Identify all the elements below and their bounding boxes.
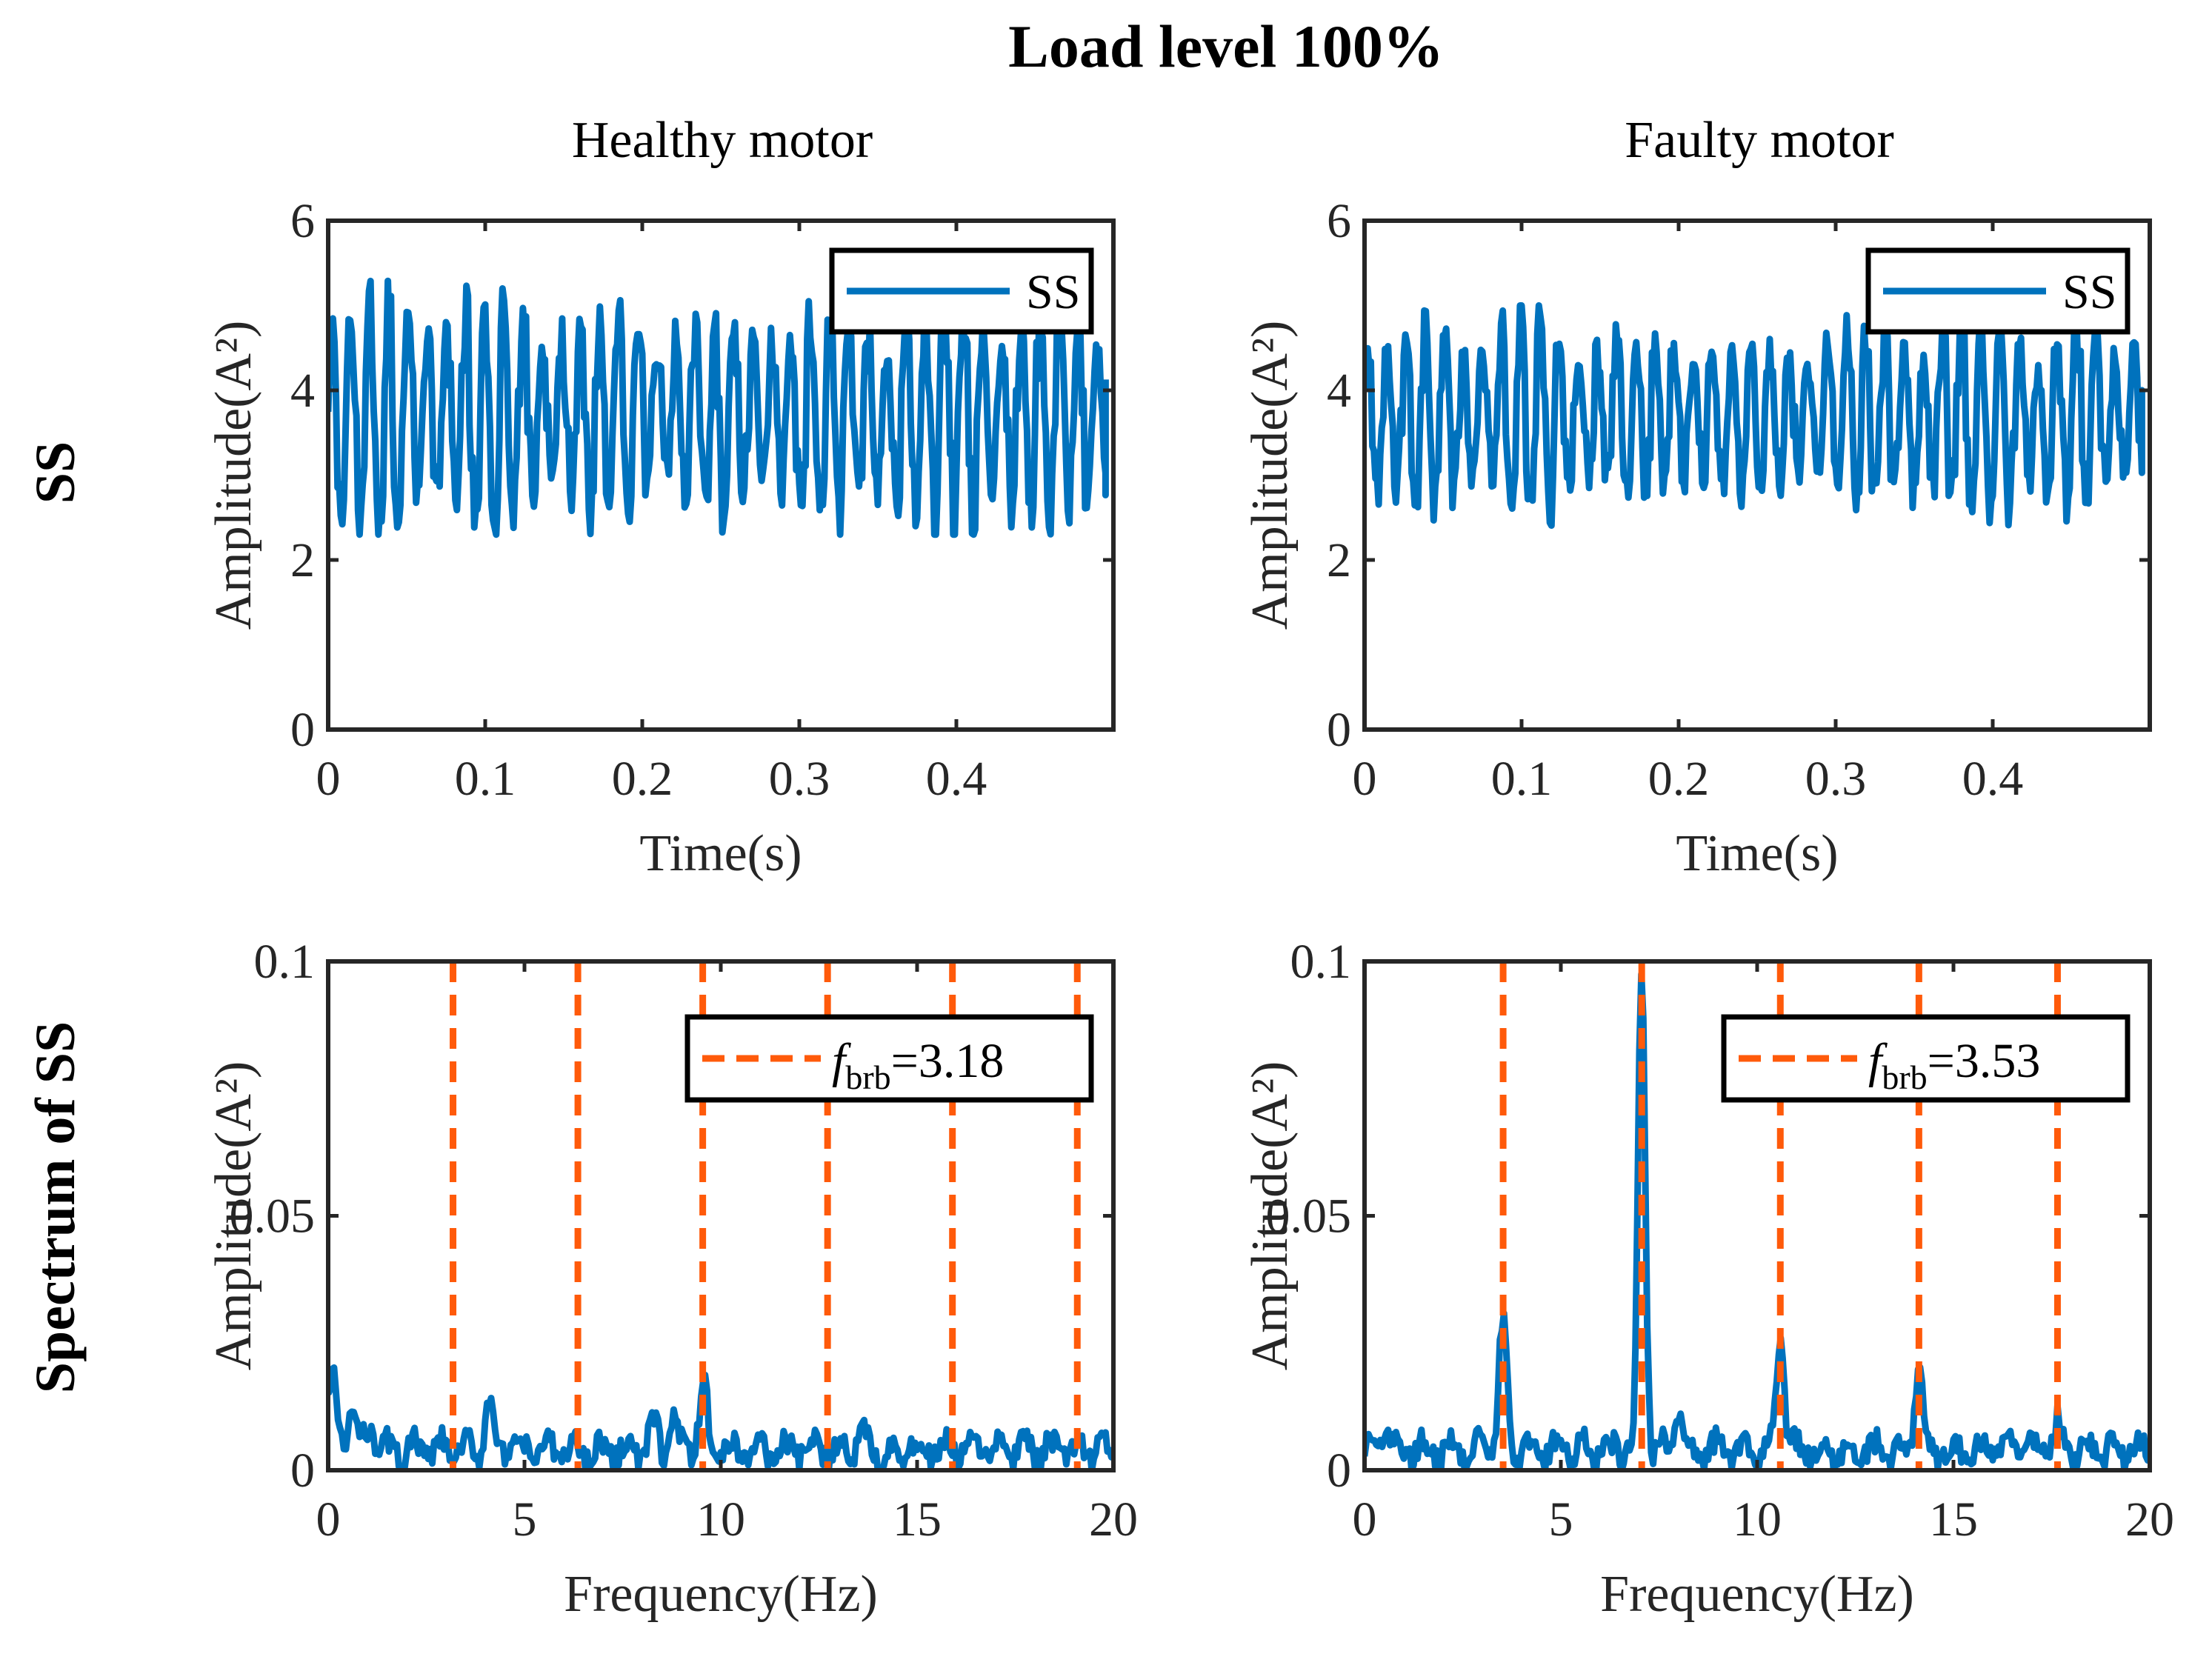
x-tick-label: 0.4 [926,752,987,806]
x-axis-label: Time(s) [1676,825,1838,882]
x-tick-label: 0 [1353,752,1377,806]
axes-box [1362,218,2152,732]
x-tick-label: 0.1 [1491,752,1553,806]
panel-faulty-spectrum: 0 5 10 15 20 0 0.05 0.1 Frequency(Hz) Amplitude(A… [1242,935,2174,1623]
x-tick-label: 0.2 [612,752,673,806]
panel-healthy-spectrum: 0 5 10 15 20 0 0.05 0.1 Frequency(Hz) Amplitude(A… [205,935,1138,1623]
figure-title: Load level 100% [1008,13,1444,80]
y-tick-label: 0.1 [254,935,316,989]
x-tick-label: 0.3 [769,752,830,806]
y-tick-label: 2 [1327,533,1351,587]
x-tick-label: 0 [316,1492,341,1547]
x-tick-label: 15 [893,1492,942,1547]
subplots: 0 0.1 0.2 0.3 0.40246Time(s)Amplitude(A²)SS0… [205,194,2174,1623]
legend-label: fbrb=3.18 [832,1034,1004,1096]
x-axis-label: Frequency(Hz) [564,1566,878,1623]
legend: fbrb=3.18 [684,1014,1094,1103]
y-axis-label: Amplitude(A²) [205,321,262,630]
axes-box [326,218,1116,732]
x-axis-label: Time(s) [639,825,802,882]
series-line [328,1364,1113,1470]
y-tick-label: 2 [290,533,315,587]
y-tick-label: 0 [290,1444,315,1498]
x-tick-label: 5 [513,1492,537,1547]
y-axis-label: Amplitude(A²) [205,1061,262,1371]
legend: SS [1865,247,2131,335]
column-title-healthy: Healthy motor [572,112,873,169]
legend-subscript: brb [845,1058,890,1096]
row-label-ss: SS [24,441,87,504]
legend-label: SS [2062,265,2116,319]
legend-subscript: brb [1882,1058,1927,1096]
y-tick-label: 0.1 [1290,935,1352,989]
legend-label: fbrb=3.53 [1868,1034,2040,1096]
y-axis-label: Amplitude(A²) [1242,321,1299,630]
y-tick-label: 6 [290,194,315,248]
legend-label: SS [1026,265,1080,319]
x-axis-label: Frequency(Hz) [1600,1566,1914,1623]
x-tick-label: 20 [1089,1492,1138,1547]
y-tick-label: 0 [1327,1444,1351,1498]
y-tick-label: 4 [1327,364,1351,418]
panel-faulty-ss: 0 0.1 0.2 0.3 0.4 0 2 4 6 Time(s) Amplitude(A²) SS [1242,194,2152,882]
row-label-spectrum: Spectrum of SS [24,1021,87,1393]
x-tick-label: 5 [1549,1492,1573,1547]
x-tick-label: 0.3 [1805,752,1867,806]
y-axis-label: Amplitude(A²) [1242,1061,1299,1371]
legend-value: =3.53 [1928,1034,2041,1088]
y-tick-label: 6 [1327,194,1351,248]
y-tick-label: 0 [1327,703,1351,757]
x-tick-label: 0 [316,752,341,806]
x-tick-label: 15 [1929,1492,1978,1547]
y-tick-label: 0 [290,703,315,757]
legend: SS [829,247,1094,335]
y-tick-label: 0.05 [1266,1190,1352,1244]
x-tick-label: 10 [1733,1492,1782,1547]
legend-value: =3.18 [891,1034,1005,1088]
x-tick-label: 0.4 [1962,752,2024,806]
x-tick-label: 0.1 [455,752,516,806]
legend: fbrb=3.53 [1721,1014,2131,1103]
x-tick-label: 10 [696,1492,745,1547]
column-title-faulty: Faulty motor [1625,112,1894,169]
x-tick-label: 0.2 [1648,752,1710,806]
panel-healthy-ss: 0 0.1 0.2 0.3 0.4 0 2 4 6 Time(s) Amplitude(A²) SS [205,194,1116,882]
x-tick-label: 20 [2125,1492,2174,1547]
x-tick-label: 0 [1353,1492,1377,1547]
y-tick-label: 0.05 [230,1190,316,1244]
series-line [1365,302,2145,529]
y-tick-label: 4 [290,364,315,418]
